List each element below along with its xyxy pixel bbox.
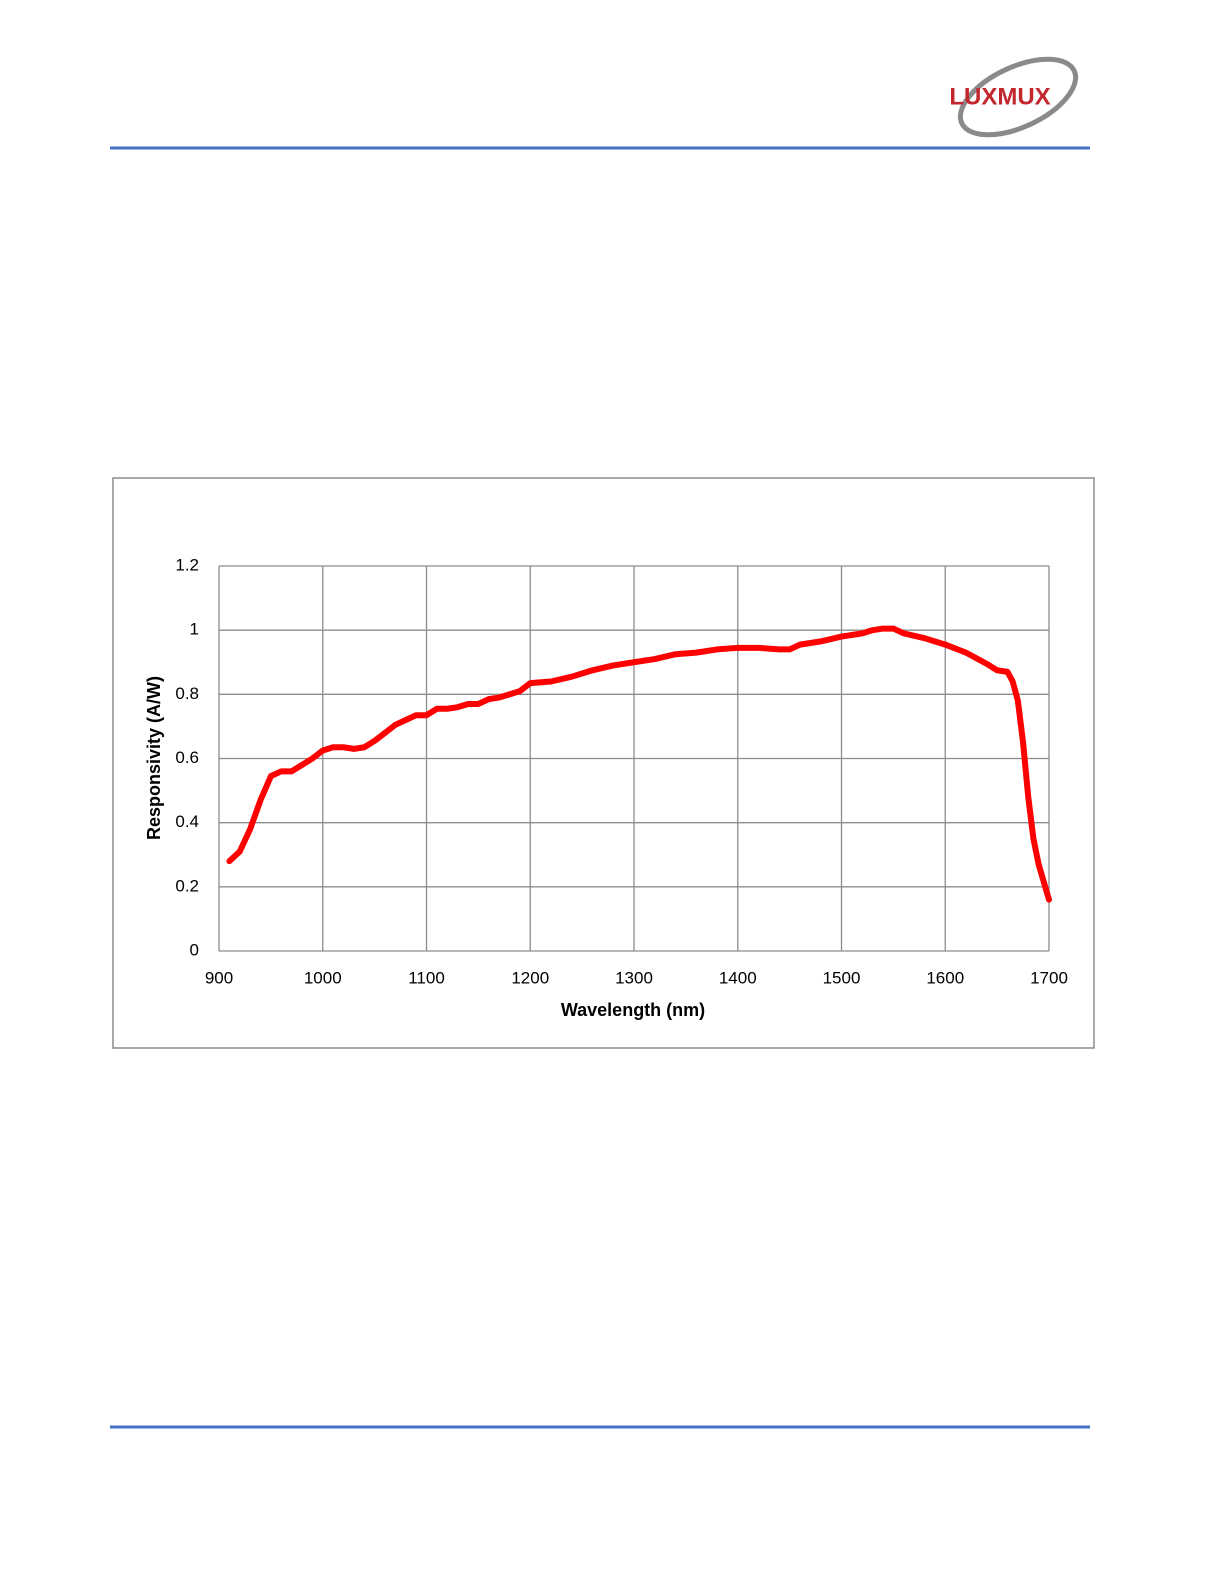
y-tick-label: 1 xyxy=(190,620,199,639)
y-tick-label: 1.2 xyxy=(175,555,199,574)
data-line xyxy=(226,625,1052,903)
x-tick-label: 1700 xyxy=(1030,968,1068,987)
x-tick-label: 1300 xyxy=(615,968,653,987)
y-tick-label: 0 xyxy=(190,940,199,959)
logo-ring xyxy=(957,56,1079,138)
y-axis-title: Responsivity (A/W) xyxy=(144,676,164,840)
x-tick-label: 1500 xyxy=(823,968,861,987)
x-tick-label: 1200 xyxy=(511,968,549,987)
y-tick-label: 0.6 xyxy=(175,748,199,767)
x-tick-label: 1000 xyxy=(304,968,342,987)
chart-frame xyxy=(112,477,1095,1049)
x-tick-label: 1600 xyxy=(926,968,964,987)
y-tick-label: 0.2 xyxy=(175,876,199,895)
y-tick-label: 0.8 xyxy=(175,684,199,703)
x-axis-title: Wavelength (nm) xyxy=(561,1000,705,1020)
y-tick-label: 0.4 xyxy=(175,812,199,831)
x-tick-label: 1100 xyxy=(408,968,445,987)
x-tick-label: 900 xyxy=(205,968,233,987)
logo: LUXMUX xyxy=(949,83,1050,110)
x-tick-label: 1400 xyxy=(719,968,757,987)
